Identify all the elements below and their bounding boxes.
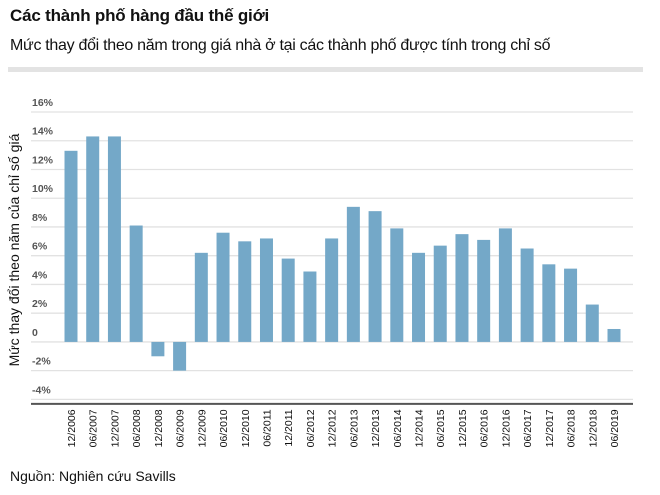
bar [259, 238, 273, 342]
x-tick-label: 06/2007 [88, 409, 100, 447]
bar [520, 248, 534, 342]
y-tick-label: 2% [32, 298, 48, 310]
bar [325, 238, 339, 342]
bar [607, 328, 621, 342]
x-tick-label: 12/2017 [544, 409, 556, 447]
bar [390, 228, 404, 342]
x-tick-label: 12/2018 [587, 409, 599, 447]
x-tick-label: 06/2012 [305, 409, 317, 447]
chart-title: Các thành phố hàng đầu thế giới [10, 6, 269, 25]
x-tick-label: 12/2007 [109, 409, 121, 447]
bar [129, 225, 143, 342]
x-tick-label: 06/2011 [261, 409, 273, 446]
x-tick-label: 12/2015 [457, 409, 469, 447]
x-tick-label: 06/2013 [348, 409, 360, 447]
bar [498, 228, 512, 342]
bar [346, 206, 360, 342]
x-tick-label: 12/2011 [283, 409, 295, 446]
bar [194, 252, 208, 342]
chart-subtitle: Mức thay đổi theo năm trong giá nhà ở tạ… [10, 37, 551, 54]
y-tick-labels: 16% 14% 12% 10% 8% 6% 4% 2% 0 -2% -4% [32, 97, 54, 396]
bar [412, 252, 426, 342]
x-tick-label: 06/2016 [479, 409, 491, 447]
y-tick-label: 8% [32, 212, 48, 224]
bar [303, 271, 317, 342]
y-tick-label: 14% [32, 126, 54, 138]
bars [64, 136, 621, 371]
x-tick-labels: 12/2006 06/2007 12/2007 06/2008 12/2008 06/20… [66, 409, 621, 447]
x-tick-label: 12/2013 [370, 409, 382, 447]
header-divider [8, 67, 643, 72]
x-tick-label: 06/2015 [435, 409, 447, 447]
bar [86, 136, 100, 342]
x-tick-label: 06/2008 [131, 409, 143, 447]
x-tick-label: 06/2018 [566, 409, 578, 447]
x-tick-label: 06/2019 [609, 409, 621, 447]
bar [585, 304, 599, 342]
x-tick-label: 06/2014 [392, 409, 404, 447]
bar [107, 136, 121, 342]
x-tick-label: 12/2009 [196, 409, 208, 447]
y-tick-label: 4% [32, 269, 48, 281]
y-tick-label: -2% [32, 356, 51, 368]
y-tick-label: -4% [32, 384, 51, 396]
y-tick-label: 10% [32, 183, 54, 195]
bar-chart: 16% 14% 12% 10% 8% 6% 4% 2% 0 -2% -4% 12/2006 06/20… [6, 97, 633, 447]
y-tick-label: 6% [32, 241, 48, 253]
bar [173, 341, 187, 371]
y-axis-label: Mức thay đổi theo năm của chỉ số giá [6, 133, 22, 366]
source-note: Nguồn: Nghiên cứu Savills [10, 468, 176, 484]
bar [281, 258, 295, 342]
bar [477, 239, 491, 342]
bar [151, 341, 165, 357]
y-tick-label: 0 [32, 327, 38, 339]
x-tick-label: 12/2010 [240, 409, 252, 447]
x-tick-label: 06/2009 [175, 409, 187, 447]
y-tick-label: 12% [32, 154, 54, 166]
x-tick-label: 12/2014 [414, 409, 426, 447]
x-tick-label: 12/2008 [153, 409, 165, 447]
x-tick-label: 12/2016 [500, 409, 512, 447]
bar [455, 234, 469, 342]
y-tick-label: 16% [32, 97, 54, 109]
x-tick-label: 06/2010 [218, 409, 230, 447]
bar [564, 268, 578, 342]
bar [216, 232, 230, 342]
bar [64, 150, 78, 342]
bar [542, 264, 556, 342]
bar [368, 211, 382, 342]
x-tick-label: 12/2012 [327, 409, 339, 447]
x-tick-label: 06/2017 [522, 409, 534, 447]
bar [433, 245, 447, 342]
x-tick-label: 12/2006 [66, 409, 78, 447]
bar [238, 241, 252, 342]
